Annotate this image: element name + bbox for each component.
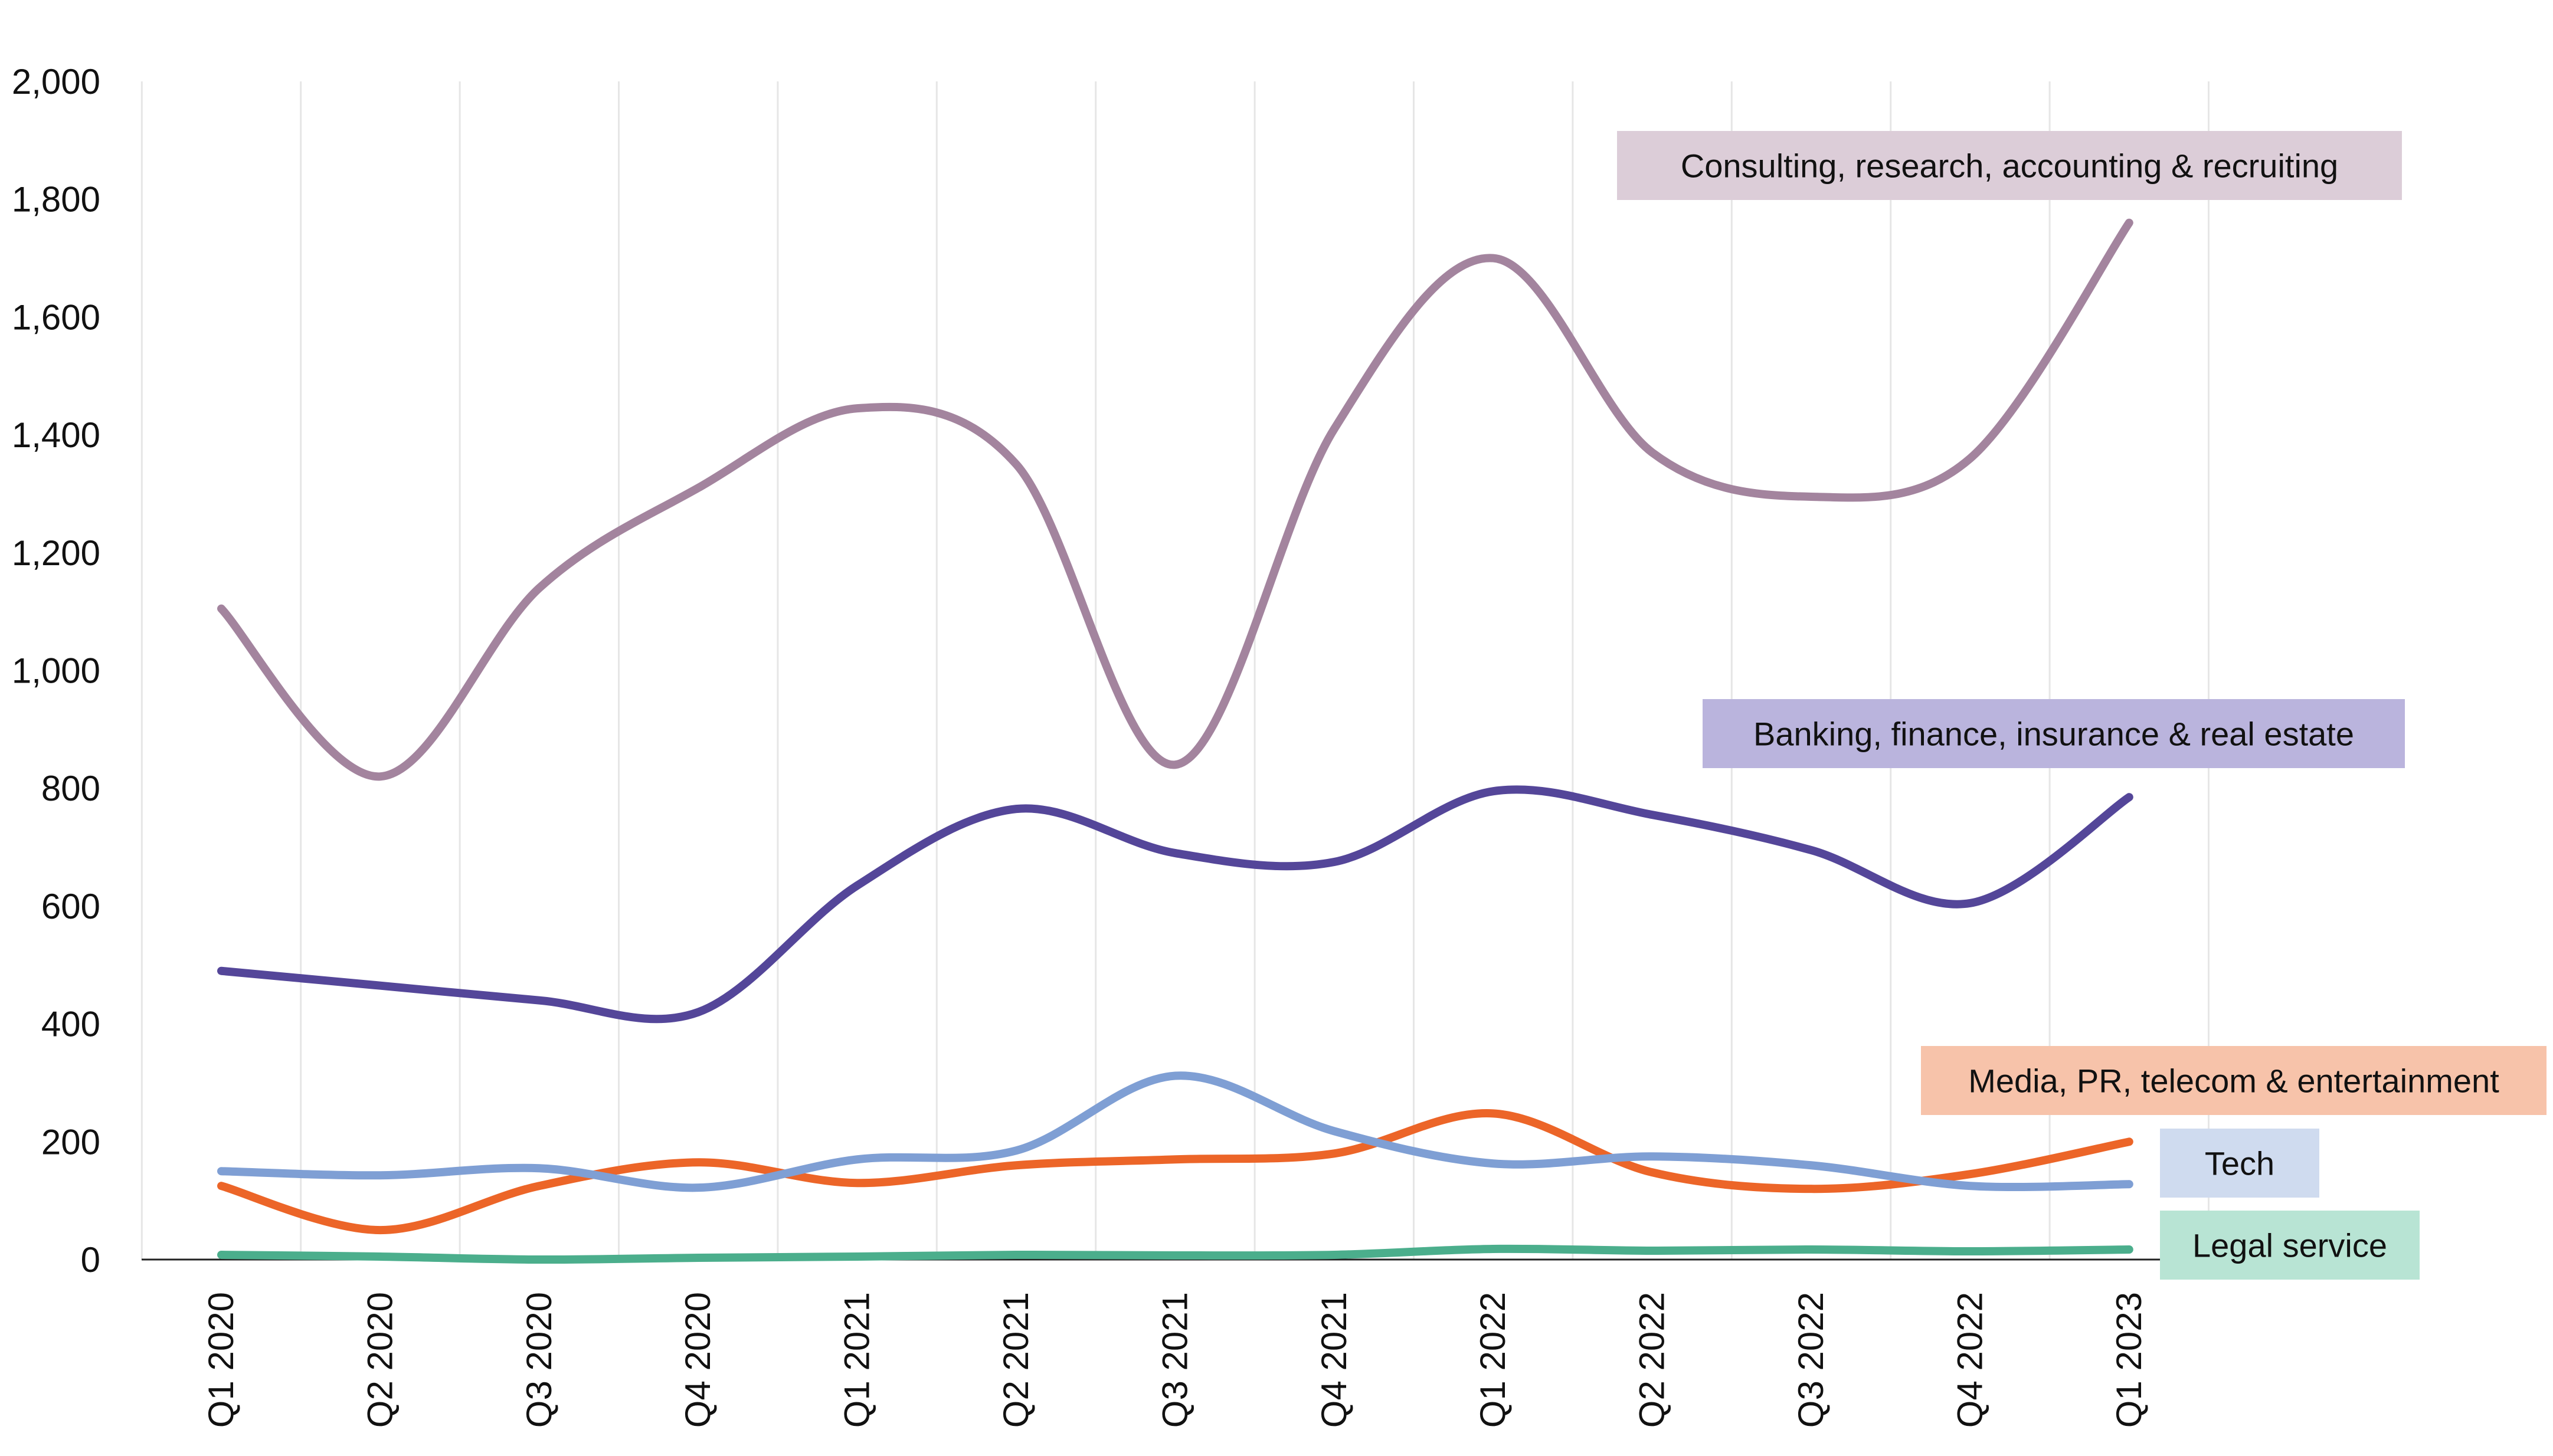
y-tick-label: 600 — [41, 887, 100, 926]
x-axis-ticks: Q1 2020 Q2 2020 Q3 2020 Q4 2020 Q1 2021 Q2 20… — [201, 1292, 2149, 1428]
y-tick-label: 1,400 — [12, 415, 100, 455]
y-tick-label: 200 — [41, 1122, 100, 1162]
x-tick-label: Q1 2022 — [1473, 1292, 1513, 1428]
series-lines — [217, 218, 2133, 1264]
series-label-3: Tech — [2160, 1129, 2319, 1198]
x-tick-label: Q3 2020 — [519, 1292, 559, 1428]
x-tick-label: Q1 2020 — [201, 1292, 241, 1428]
y-tick-label: 1,000 — [12, 651, 100, 691]
series-line-0 — [217, 218, 2133, 781]
series-label-box — [2160, 1129, 2319, 1198]
series-label-text: Media, PR, telecom & entertainment — [1968, 1063, 2499, 1100]
series-line-3 — [217, 1071, 2133, 1192]
series-labels: Consulting, research, accounting & recru… — [1617, 131, 2547, 1280]
gridlines — [140, 81, 2210, 1260]
series-label-box — [1921, 1046, 2547, 1115]
x-tick-label: Q4 2021 — [1314, 1292, 1354, 1428]
series-label-1: Banking, finance, insurance & real estat… — [1703, 699, 2405, 768]
series-label-text: Legal service — [2192, 1227, 2387, 1264]
series-label-text: Banking, finance, insurance & real estat… — [1753, 716, 2354, 753]
y-tick-label: 400 — [41, 1005, 100, 1044]
x-tick-label: Q4 2020 — [678, 1292, 718, 1428]
x-tick-label: Q2 2020 — [360, 1292, 400, 1428]
x-tick-label: Q4 2022 — [1950, 1292, 1989, 1428]
series-label-text: Consulting, research, accounting & recru… — [1681, 147, 2338, 185]
series-line-2 — [217, 1109, 2133, 1235]
y-tick-label: 1,600 — [12, 297, 100, 337]
x-tick-label: Q2 2021 — [996, 1292, 1036, 1428]
y-axis-ticks: 0 200 400 600 800 1,000 1,200 1,400 1,600 1,800 2,… — [12, 62, 100, 1280]
y-tick-label: 0 — [81, 1240, 100, 1280]
x-tick-label: Q1 2021 — [837, 1292, 877, 1428]
y-tick-label: 1,800 — [12, 180, 100, 219]
series-label-box — [1703, 699, 2405, 768]
y-tick-label: 800 — [41, 769, 100, 808]
x-tick-label: Q1 2023 — [2109, 1292, 2149, 1428]
y-tick-label: 2,000 — [12, 62, 100, 101]
series-label-4: Legal service — [2160, 1211, 2420, 1280]
series-label-box — [1617, 131, 2402, 200]
series-line-4 — [217, 1244, 2133, 1264]
x-tick-label: Q2 2022 — [1632, 1292, 1672, 1428]
y-tick-label: 1,200 — [12, 533, 100, 573]
series-label-2: Media, PR, telecom & entertainment — [1921, 1046, 2547, 1115]
x-tick-label: Q3 2022 — [1791, 1292, 1831, 1428]
series-label-text: Tech — [2205, 1145, 2274, 1182]
series-line-1 — [217, 785, 2133, 1024]
series-label-0: Consulting, research, accounting & recru… — [1617, 131, 2402, 200]
series-label-box — [2160, 1211, 2420, 1280]
x-tick-label: Q3 2021 — [1155, 1292, 1194, 1428]
